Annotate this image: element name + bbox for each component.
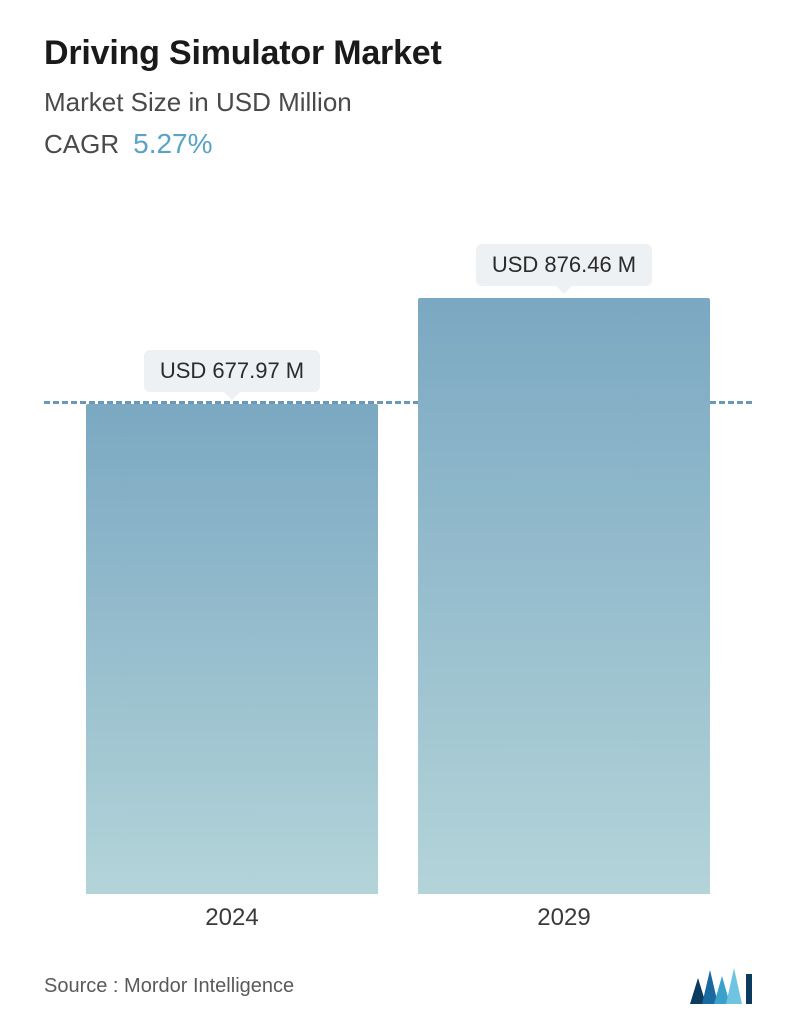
chart-subtitle: Market Size in USD Million (44, 87, 752, 118)
x-axis-labels: 2024 2029 (44, 894, 752, 942)
bar (418, 298, 710, 894)
cagr-row: CAGR 5.27% (44, 128, 752, 160)
brand-logo-icon (690, 968, 752, 1004)
value-badge: USD 677.97 M (144, 350, 320, 392)
source-text: Source : Mordor Intelligence (44, 975, 294, 998)
bar (86, 404, 378, 894)
cagr-label: CAGR (44, 129, 119, 160)
chart-container: Driving Simulator Market Market Size in … (0, 0, 796, 1034)
chart-footer: Source : Mordor Intelligence (44, 964, 752, 1004)
bar-column: USD 677.97 M (86, 244, 378, 894)
x-axis-label: 2029 (418, 904, 710, 932)
chart-title: Driving Simulator Market (44, 34, 752, 73)
bars-wrap: USD 677.97 M USD 876.46 M (44, 244, 752, 894)
value-badge: USD 876.46 M (476, 244, 652, 286)
cagr-value: 5.27% (133, 128, 212, 160)
chart-plot-area: USD 677.97 M USD 876.46 M 2024 2029 (44, 190, 752, 942)
bar-column: USD 876.46 M (418, 244, 710, 894)
x-axis-label: 2024 (86, 904, 378, 932)
